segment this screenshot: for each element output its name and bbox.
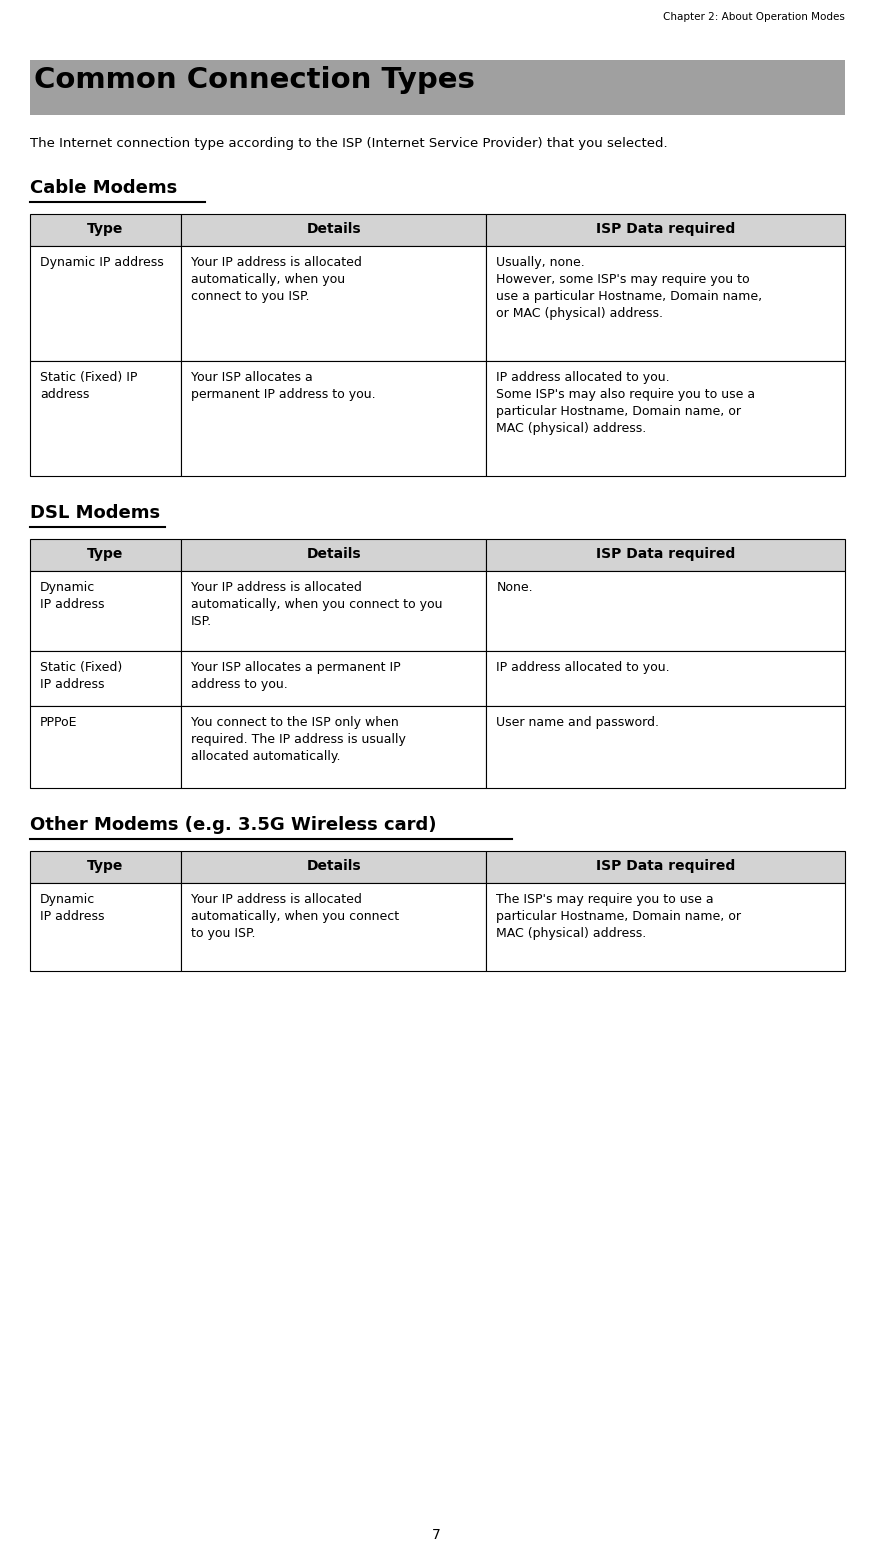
Text: Your ISP allocates a
permanent IP address to you.: Your ISP allocates a permanent IP addres… xyxy=(191,370,376,401)
Bar xyxy=(30,215,181,246)
Text: ISP Data required: ISP Data required xyxy=(596,548,735,562)
Text: The Internet connection type according to the ISP (Internet Service Provider) th: The Internet connection type according t… xyxy=(30,137,668,149)
Bar xyxy=(487,538,845,571)
Bar xyxy=(181,246,487,361)
Text: Common Connection Types: Common Connection Types xyxy=(34,65,475,93)
Bar xyxy=(30,571,181,650)
Text: Dynamic IP address: Dynamic IP address xyxy=(40,257,164,269)
Bar xyxy=(30,851,181,882)
Text: ISP Data required: ISP Data required xyxy=(596,223,735,237)
Text: Details: Details xyxy=(306,548,361,562)
Text: Your IP address is allocated
automatically, when you connect
to you ISP.: Your IP address is allocated automatical… xyxy=(191,893,399,940)
Bar xyxy=(181,706,487,787)
Text: Dynamic
IP address: Dynamic IP address xyxy=(40,893,105,923)
Text: Chapter 2: About Operation Modes: Chapter 2: About Operation Modes xyxy=(663,12,845,22)
Text: DSL Modems: DSL Modems xyxy=(30,504,160,521)
Bar xyxy=(30,650,181,706)
Text: Your IP address is allocated
automatically, when you connect to you
ISP.: Your IP address is allocated automatical… xyxy=(191,580,442,629)
Text: The ISP's may require you to use a
particular Hostname, Domain name, or
MAC (phy: The ISP's may require you to use a parti… xyxy=(496,893,741,940)
Text: Static (Fixed) IP
address: Static (Fixed) IP address xyxy=(40,370,138,401)
Bar xyxy=(30,246,181,361)
Bar xyxy=(181,538,487,571)
Text: You connect to the ISP only when
required. The IP address is usually
allocated a: You connect to the ISP only when require… xyxy=(191,716,405,762)
Bar xyxy=(487,650,845,706)
Bar xyxy=(30,882,181,971)
Bar xyxy=(181,851,487,882)
Bar xyxy=(487,882,845,971)
Text: Cable Modems: Cable Modems xyxy=(30,179,177,198)
Text: Dynamic
IP address: Dynamic IP address xyxy=(40,580,105,612)
Text: Your IP address is allocated
automatically, when you
connect to you ISP.: Your IP address is allocated automatical… xyxy=(191,257,362,303)
Bar xyxy=(487,851,845,882)
Text: 7: 7 xyxy=(432,1528,440,1542)
Bar xyxy=(30,706,181,787)
Bar xyxy=(487,361,845,476)
Bar xyxy=(487,215,845,246)
Bar xyxy=(487,246,845,361)
Bar xyxy=(181,571,487,650)
Bar xyxy=(181,361,487,476)
Text: Details: Details xyxy=(306,859,361,873)
Text: PPPoE: PPPoE xyxy=(40,716,78,730)
Bar xyxy=(487,571,845,650)
Text: Static (Fixed)
IP address: Static (Fixed) IP address xyxy=(40,661,122,691)
Bar xyxy=(181,650,487,706)
Text: Usually, none.
However, some ISP's may require you to
use a particular Hostname,: Usually, none. However, some ISP's may r… xyxy=(496,257,762,321)
Text: User name and password.: User name and password. xyxy=(496,716,659,730)
Bar xyxy=(487,706,845,787)
Bar xyxy=(30,361,181,476)
Text: Details: Details xyxy=(306,223,361,237)
Text: IP address allocated to you.
Some ISP's may also require you to use a
particular: IP address allocated to you. Some ISP's … xyxy=(496,370,755,436)
Text: Other Modems (e.g. 3.5G Wireless card): Other Modems (e.g. 3.5G Wireless card) xyxy=(30,815,437,834)
Text: ISP Data required: ISP Data required xyxy=(596,859,735,873)
Text: Your ISP allocates a permanent IP
address to you.: Your ISP allocates a permanent IP addres… xyxy=(191,661,400,691)
Bar xyxy=(181,215,487,246)
Text: Type: Type xyxy=(87,859,124,873)
Text: None.: None. xyxy=(496,580,533,594)
Bar xyxy=(30,538,181,571)
Text: Type: Type xyxy=(87,223,124,237)
Text: Type: Type xyxy=(87,548,124,562)
Bar xyxy=(181,882,487,971)
Text: IP address allocated to you.: IP address allocated to you. xyxy=(496,661,670,674)
Bar xyxy=(30,61,845,115)
